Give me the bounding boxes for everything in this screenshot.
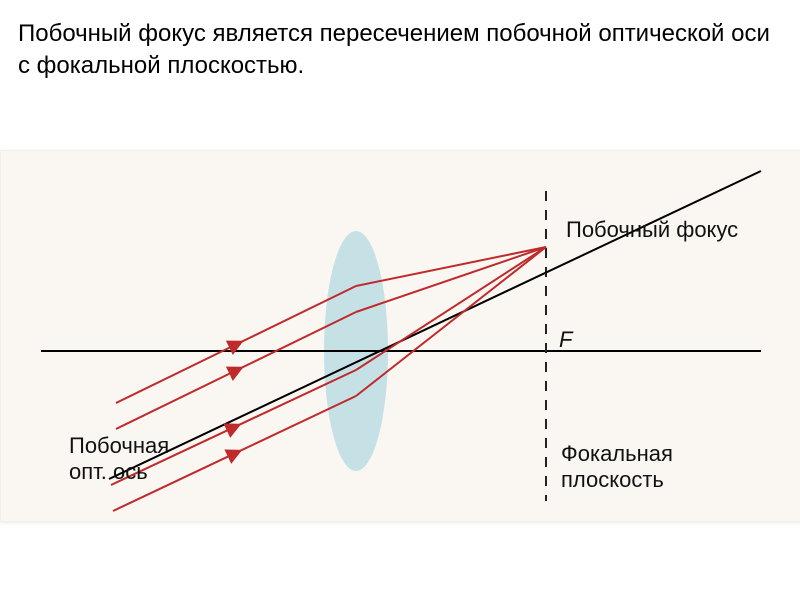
svg-text:плоскость: плоскость <box>561 467 664 492</box>
page-title: Побочный фокус является пересечением поб… <box>18 18 770 83</box>
optics-diagram: Побочный фокус F Побочнаяопт. ось Фокальная… <box>1 151 800 521</box>
svg-text:F: F <box>559 327 574 352</box>
svg-text:Побочный фокус: Побочный фокус <box>566 217 738 242</box>
diagram-container: Побочный фокус F Побочнаяопт. ось Фокальная… <box>0 150 800 522</box>
svg-text:Фокальная: Фокальная <box>561 441 673 466</box>
svg-text:Побочная: Побочная <box>69 433 169 458</box>
svg-text:опт. ось: опт. ось <box>69 459 148 484</box>
